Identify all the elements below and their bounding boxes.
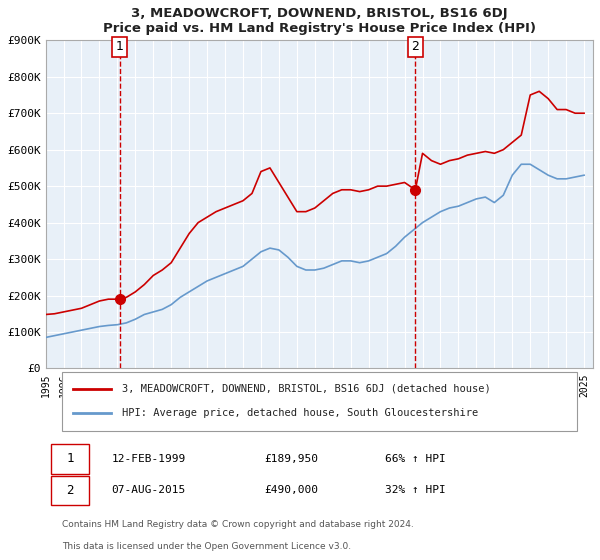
Text: 07-AUG-2015: 07-AUG-2015 [111,486,185,495]
Text: 66% ↑ HPI: 66% ↑ HPI [385,454,446,464]
Text: 1: 1 [67,452,74,465]
Text: £189,950: £189,950 [265,454,319,464]
Text: 2: 2 [67,484,74,497]
Text: 32% ↑ HPI: 32% ↑ HPI [385,486,446,495]
FancyBboxPatch shape [62,372,577,431]
FancyBboxPatch shape [51,475,89,505]
Title: 3, MEADOWCROFT, DOWNEND, BRISTOL, BS16 6DJ
Price paid vs. HM Land Registry's Hou: 3, MEADOWCROFT, DOWNEND, BRISTOL, BS16 6… [103,7,536,35]
Text: 3, MEADOWCROFT, DOWNEND, BRISTOL, BS16 6DJ (detached house): 3, MEADOWCROFT, DOWNEND, BRISTOL, BS16 6… [122,384,491,394]
Text: This data is licensed under the Open Government Licence v3.0.: This data is licensed under the Open Gov… [62,542,351,551]
Text: Contains HM Land Registry data © Crown copyright and database right 2024.: Contains HM Land Registry data © Crown c… [62,520,414,529]
Text: £490,000: £490,000 [265,486,319,495]
Text: 2: 2 [412,40,419,53]
Text: HPI: Average price, detached house, South Gloucestershire: HPI: Average price, detached house, Sout… [122,408,478,418]
FancyBboxPatch shape [51,444,89,474]
Text: 12-FEB-1999: 12-FEB-1999 [111,454,185,464]
Text: 1: 1 [116,40,124,53]
